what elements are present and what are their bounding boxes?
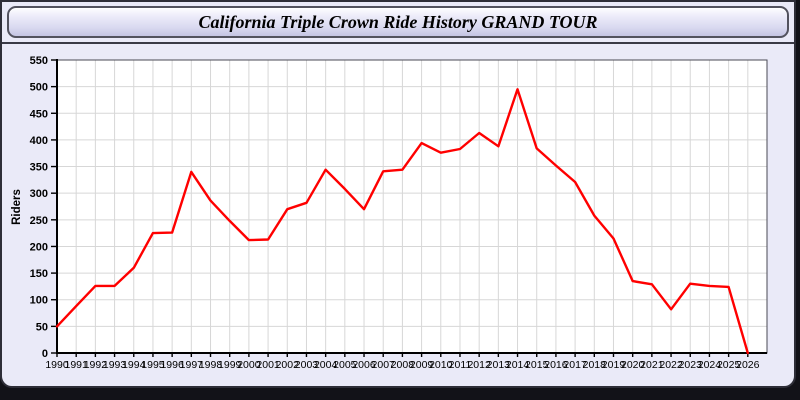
x-tick-label: 2018 (583, 359, 607, 371)
x-tick-label: 2000 (237, 359, 261, 371)
y-tick-label: 200 (30, 241, 48, 253)
x-tick-label: 2012 (467, 359, 491, 371)
data-line-riders (55, 88, 749, 355)
x-tick-label: 2011 (449, 359, 472, 371)
x-tick-label: 2003 (295, 359, 319, 371)
y-tick-label: 450 (30, 108, 48, 120)
x-tick-label: 1990 (45, 359, 69, 371)
x-tick-label: 2004 (314, 359, 338, 371)
x-tick-label: 2001 (256, 359, 280, 371)
y-tick-label: 350 (30, 162, 48, 174)
x-tick-label: 2025 (717, 359, 741, 371)
axis-ticks (51, 59, 749, 357)
x-tick-label: 2026 (736, 359, 760, 371)
titlebar-separator (2, 42, 794, 44)
x-tick-label: 2024 (698, 359, 722, 371)
x-tick-label: 1994 (122, 359, 146, 371)
y-tick-label: 500 (30, 82, 48, 94)
x-tick-label: 2016 (544, 359, 568, 371)
y-tick-label: 300 (30, 188, 48, 200)
x-tick-label: 2019 (602, 359, 626, 371)
x-tick-label: 2022 (659, 359, 683, 371)
x-tick-label: 1993 (103, 359, 127, 371)
x-tick-label: 1996 (160, 359, 184, 371)
x-tick-label: 2013 (487, 359, 511, 371)
x-tick-label: 2014 (506, 359, 530, 371)
x-tick-label: 1991 (65, 359, 89, 371)
x-tick-label: 1999 (218, 359, 242, 371)
y-tick-label: 100 (30, 295, 48, 307)
title-bar: California Triple Crown Ride History GRA… (7, 6, 789, 38)
y-tick-label: 150 (30, 268, 48, 280)
y-tick-label: 0 (42, 348, 48, 360)
x-tick-label: 2015 (525, 359, 549, 371)
x-tick-label: 2009 (410, 359, 434, 371)
y-tick-label: 550 (30, 55, 48, 67)
x-tick-label: 2017 (563, 359, 587, 371)
x-tick-label: 2010 (429, 359, 453, 371)
y-tick-label: 250 (30, 215, 48, 227)
x-tick-label: 2007 (372, 359, 396, 371)
x-tick-label: 1998 (199, 359, 223, 371)
y-tick-label: 400 (30, 135, 48, 147)
x-tick-label: 1995 (141, 359, 165, 371)
x-tick-label: 1992 (84, 359, 108, 371)
plot-background (57, 60, 767, 353)
x-tick-label: 2008 (391, 359, 415, 371)
x-tick-label: 2023 (679, 359, 703, 371)
x-tick-label: 1997 (180, 359, 204, 371)
axis-tick-labels: 0501001502002503003504004505005501990199… (30, 55, 760, 371)
x-tick-label: 2005 (333, 359, 357, 371)
plot-border (56, 59, 768, 354)
x-tick-label: 2020 (621, 359, 645, 371)
y-tick-label: 50 (36, 321, 48, 333)
page-title: California Triple Crown Ride History GRA… (198, 11, 598, 32)
x-tick-label: 2002 (276, 359, 300, 371)
x-tick-label: 2006 (352, 359, 376, 371)
y-axis-label: Riders (11, 189, 23, 225)
x-tick-label: 2021 (640, 359, 664, 371)
